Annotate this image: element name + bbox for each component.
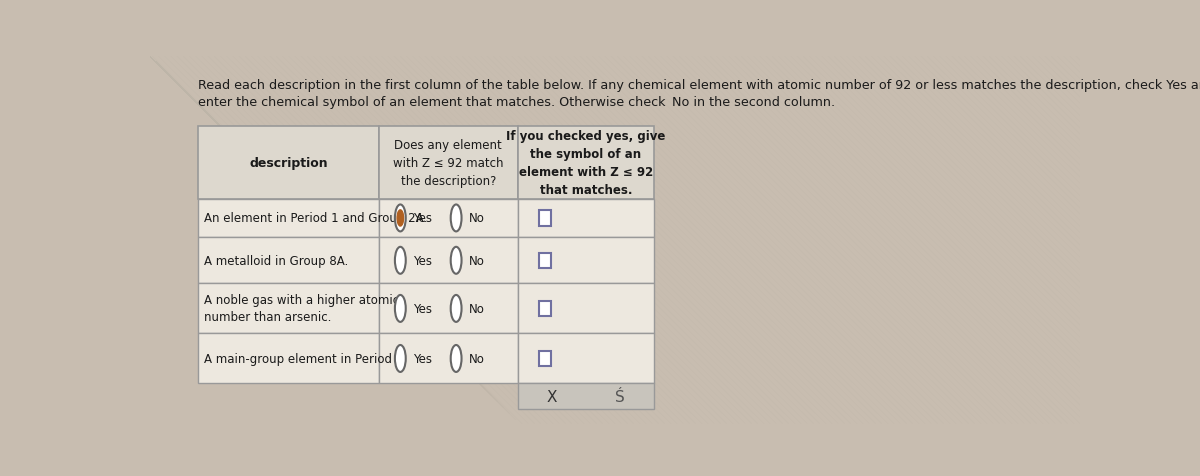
Bar [518, 384, 654, 409]
Bar [539, 351, 552, 367]
Ellipse shape [395, 295, 406, 322]
Text: A noble gas with a higher atomic
number than arsenic.: A noble gas with a higher atomic number … [204, 294, 400, 324]
Text: Yes: Yes [413, 254, 432, 267]
Text: No: No [469, 302, 485, 315]
Bar [379, 199, 518, 238]
Text: Does any element
with Z ≤ 92 match
the description?: Does any element with Z ≤ 92 match the d… [394, 139, 504, 187]
Text: X: X [547, 389, 557, 404]
Ellipse shape [395, 205, 406, 232]
Bar [518, 334, 654, 384]
Ellipse shape [451, 248, 462, 274]
Bar [198, 126, 379, 199]
Text: Ś: Ś [614, 389, 625, 404]
Bar [198, 199, 379, 238]
Bar [518, 284, 654, 334]
Text: A main-group element in Period 4.: A main-group element in Period 4. [204, 352, 407, 365]
Text: An element in Period 1 and Group 2A.: An element in Period 1 and Group 2A. [204, 212, 427, 225]
Text: If you checked yes, give
the symbol of an
element with Z ≤ 92
that matches.: If you checked yes, give the symbol of a… [506, 129, 666, 196]
Ellipse shape [451, 345, 462, 372]
Text: No: No [469, 352, 485, 365]
Text: A metalloid in Group 8A.: A metalloid in Group 8A. [204, 254, 348, 267]
Bar [379, 126, 518, 199]
Text: Yes: Yes [413, 212, 432, 225]
Bar [379, 284, 518, 334]
Bar [518, 199, 654, 238]
Ellipse shape [451, 295, 462, 322]
Bar [539, 211, 552, 226]
Bar [379, 334, 518, 384]
Text: description: description [250, 156, 328, 169]
Text: No: No [469, 254, 485, 267]
Text: Yes: Yes [413, 302, 432, 315]
Bar [518, 238, 654, 284]
Ellipse shape [451, 205, 462, 232]
Text: No: No [469, 212, 485, 225]
Text: Yes: Yes [413, 352, 432, 365]
Bar [198, 238, 379, 284]
Text: Read each description in the first column of the table below. If any chemical el: Read each description in the first colum… [198, 79, 1200, 109]
Bar [198, 334, 379, 384]
Bar [198, 284, 379, 334]
Ellipse shape [395, 248, 406, 274]
Ellipse shape [395, 345, 406, 372]
Bar [518, 126, 654, 199]
Ellipse shape [397, 210, 403, 227]
Bar [379, 238, 518, 284]
Bar [539, 253, 552, 268]
Bar [539, 301, 552, 317]
